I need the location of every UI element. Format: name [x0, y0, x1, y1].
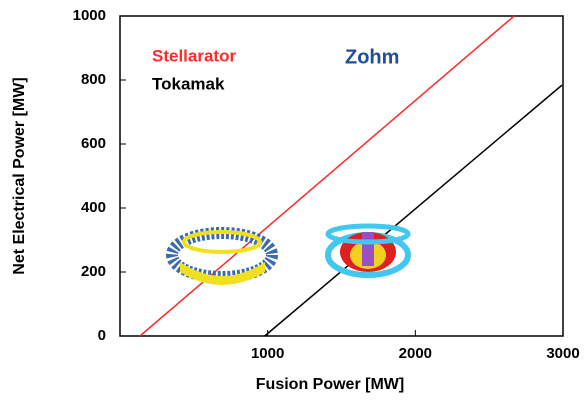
legend-label: Stellarator [152, 46, 236, 65]
legend-label: Tokamak [152, 74, 225, 93]
y-tick-label: 600 [81, 135, 106, 152]
x-tick-label: 3000 [546, 345, 579, 362]
tokamak-image [328, 226, 408, 275]
y-axis-title: Net Electrical Power [MW] [11, 77, 28, 274]
series-line [265, 85, 562, 336]
y-tick-label: 400 [81, 199, 106, 216]
y-tick-label: 1000 [73, 7, 106, 24]
x-axis-title: Fusion Power [MW] [256, 376, 404, 393]
annotation: Zohm [345, 46, 399, 68]
y-tick-label: 0 [98, 327, 106, 344]
stellarator-image [172, 232, 272, 285]
x-tick-label: 2000 [399, 345, 432, 362]
x-tick-label: 1000 [251, 345, 284, 362]
chart: Net Electrical Power [MW] Fusion Power [… [0, 0, 587, 400]
y-tick-label: 800 [81, 71, 106, 88]
y-tick-label: 200 [81, 263, 106, 280]
